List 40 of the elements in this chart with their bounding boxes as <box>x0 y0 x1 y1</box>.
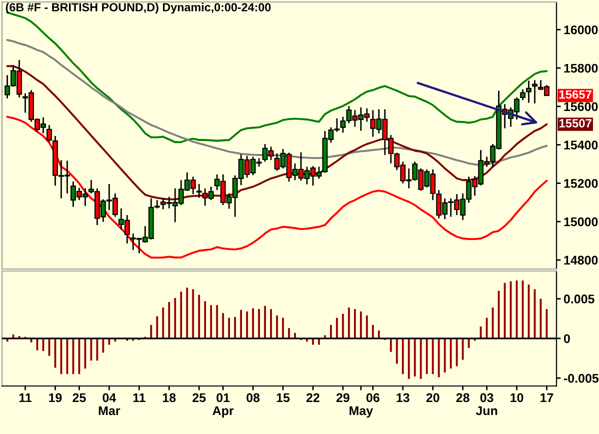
x-tick-label: 04 Mar <box>98 393 120 416</box>
candlestick <box>196 183 202 198</box>
y-tick-label: 14800 <box>564 256 598 265</box>
y-tick-label: 15200 <box>564 179 598 188</box>
x-tick-label: 03 Jun <box>476 393 498 416</box>
line-series <box>6 39 548 166</box>
x-tick-label: 10 <box>510 393 524 402</box>
x-tick-label: 25 <box>192 393 206 402</box>
candlestick <box>532 79 538 104</box>
y-tick-label: 16000 <box>564 25 598 34</box>
x-tick-label: 06 <box>366 393 380 402</box>
x-tick-label: 28 <box>456 393 470 402</box>
x-tick-label: 22 <box>306 393 320 402</box>
candlestick <box>526 80 532 104</box>
y-tick-label: 15000 <box>564 217 598 226</box>
x-tick-label: 08 <box>246 393 260 402</box>
candlestick <box>520 88 526 101</box>
x-tick-label: May <box>350 406 374 418</box>
x-tick-label: 18 <box>162 393 176 402</box>
x-tick-label: 15 <box>276 393 290 402</box>
annotation: 15657 <box>559 90 592 99</box>
x-tick-label: 11 <box>133 393 146 402</box>
x-tick-label: 20 <box>426 393 440 402</box>
candlestick <box>46 124 52 142</box>
x-tick-label: 19 <box>49 393 62 402</box>
x-tick-label: 13 <box>396 393 410 402</box>
y-tick-label: 15600 <box>564 102 598 112</box>
x-tick-label: 29 <box>336 393 350 402</box>
x-tick-label: 17 <box>540 393 554 402</box>
y-tick-label: 0 <box>564 334 570 344</box>
x-tick-label: 25 <box>72 393 86 402</box>
line-series <box>6 116 548 259</box>
y-tick-label: 15800 <box>564 64 598 73</box>
y-tick-label: 0.005 <box>564 294 594 304</box>
x-tick-label: 11 <box>19 393 32 402</box>
y-tick-label: -0.005 <box>564 374 599 383</box>
x-tick-label: 01 Apr <box>212 393 234 418</box>
chart-title: (6B #F - BRITISH POUND,D) Dynamic,0:00-24:00 <box>6 2 271 14</box>
y-tick-label: 15400 <box>564 140 598 150</box>
annotation: 15507 <box>559 119 592 128</box>
